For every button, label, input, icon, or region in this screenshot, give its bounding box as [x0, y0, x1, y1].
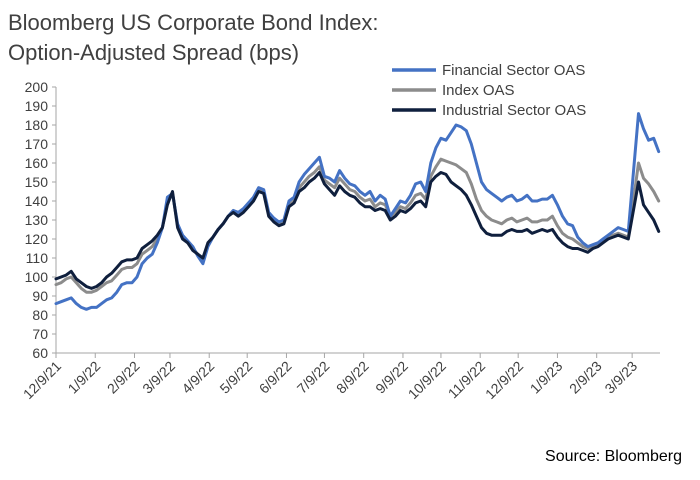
x-tick-label: 12/9/21 — [20, 358, 64, 402]
legend-label-industrial-sector-oas: Industrial Sector OAS — [442, 102, 586, 119]
chart-title-line-2: Option-Adjusted Spread (bps) — [8, 40, 300, 65]
legend-label-financial-sector-oas: Financial Sector OAS — [442, 62, 585, 79]
x-tick-label: 3/9/23 — [601, 358, 640, 397]
y-tick-label: 150 — [25, 174, 49, 190]
legend-label-index-oas: Index OAS — [442, 82, 515, 99]
y-tick-label: 190 — [25, 98, 49, 114]
y-tick-label: 170 — [25, 136, 49, 152]
source-note: Source: Bloomberg — [545, 448, 682, 465]
y-tick-label: 80 — [32, 307, 48, 323]
x-tick-label: 10/9/22 — [405, 358, 449, 402]
y-tick-label: 180 — [25, 117, 49, 133]
y-tick-label: 200 — [25, 79, 49, 95]
x-tick-label: 5/9/22 — [216, 358, 255, 397]
x-tick-label: 8/9/22 — [333, 358, 372, 397]
y-tick-label: 140 — [25, 193, 49, 209]
y-tick-label: 110 — [26, 250, 49, 266]
x-tick-label: 4/9/22 — [178, 358, 217, 397]
series-line-industrial-sector-oas — [54, 171, 661, 290]
x-tick-label: 11/9/22 — [445, 358, 489, 402]
series-line-index-oas — [54, 157, 661, 294]
x-tick-label: 1/9/22 — [65, 358, 104, 397]
y-tick-label: 130 — [25, 212, 49, 228]
y-tick-label: 160 — [25, 155, 49, 171]
y-tick-label: 60 — [32, 345, 48, 361]
x-tick-label: 12/9/22 — [482, 358, 526, 402]
x-tick-label: 3/9/22 — [139, 358, 178, 397]
y-tick-label: 70 — [32, 326, 48, 342]
x-tick-label: 1/9/23 — [527, 358, 566, 397]
x-tick-label: 7/9/22 — [294, 358, 333, 397]
y-tick-label: 100 — [25, 269, 49, 285]
chart-title: Bloomberg US Corporate Bond Index: Optio… — [8, 8, 379, 68]
x-tick-label: 2/9/22 — [104, 358, 143, 397]
series-line-financial-sector-oas — [54, 112, 661, 311]
y-tick-label: 90 — [32, 288, 48, 304]
chart-title-line-1: Bloomberg US Corporate Bond Index: — [8, 10, 379, 35]
x-tick-label: 6/9/22 — [256, 358, 295, 397]
y-tick-label: 120 — [25, 231, 49, 247]
x-tick-label: 2/9/23 — [566, 358, 605, 397]
